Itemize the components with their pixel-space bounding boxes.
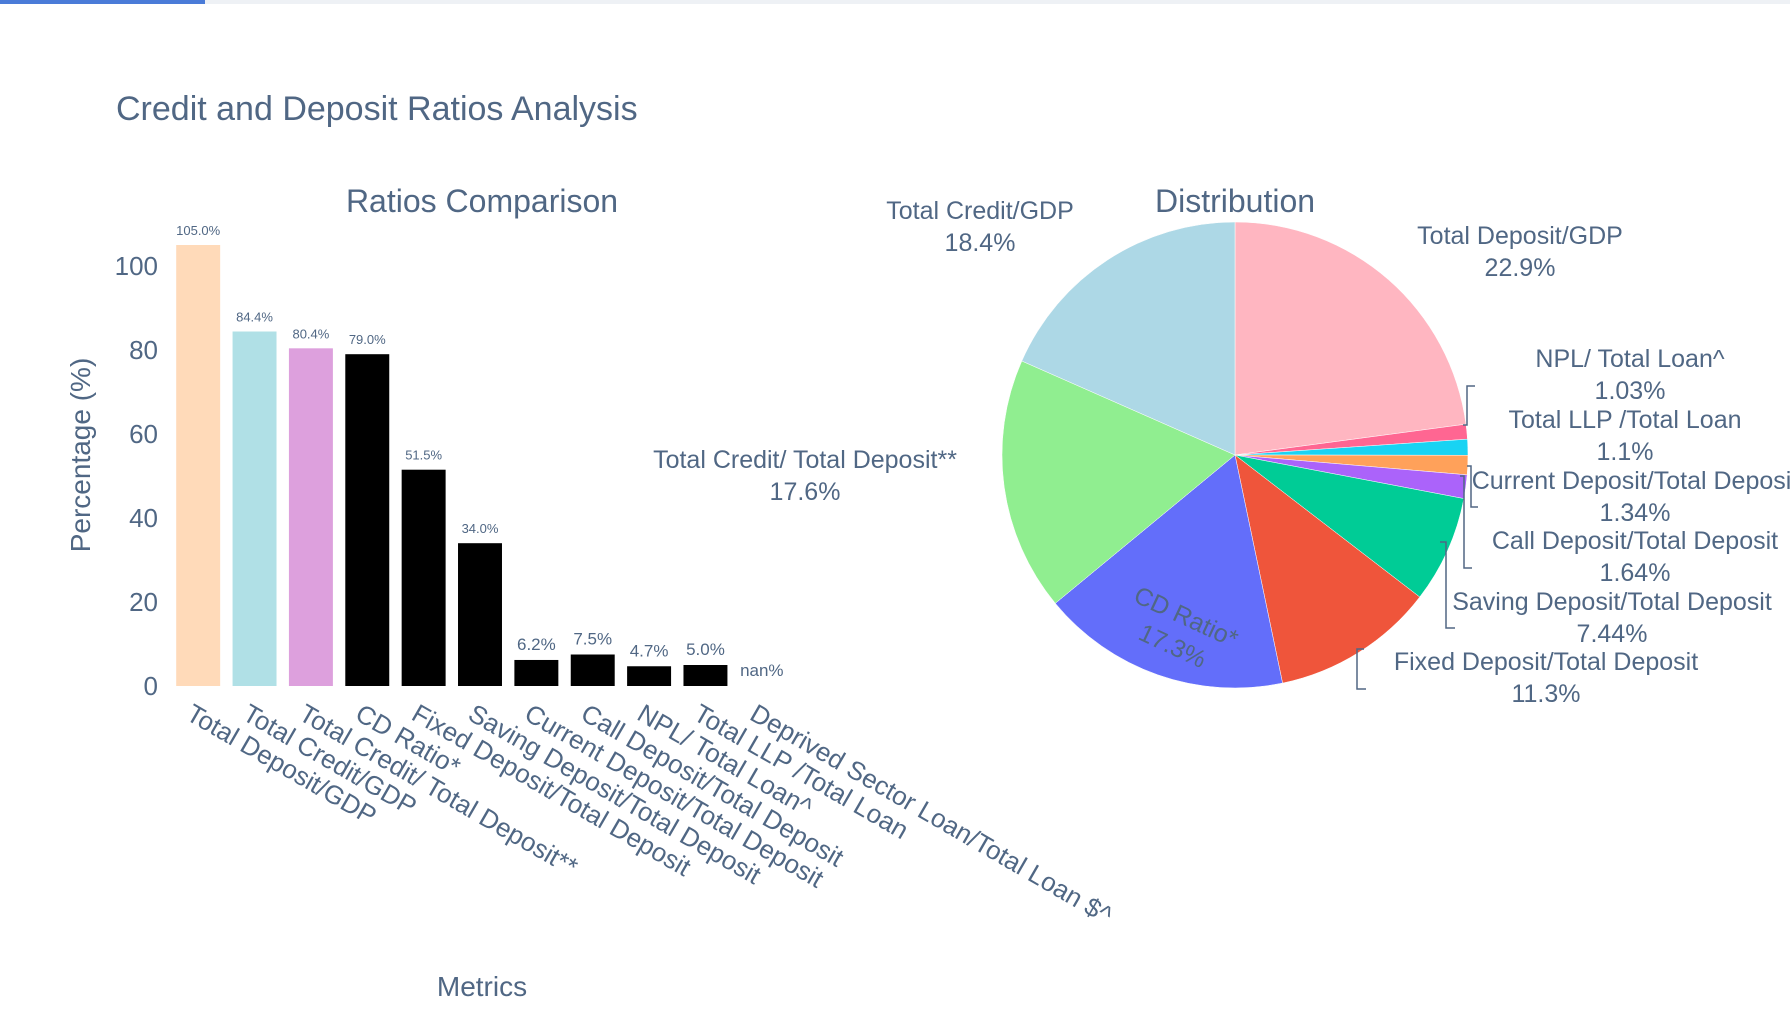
leader-call-deposit-total-deposit (1460, 475, 1472, 569)
bar-label-total-llp-total-loan: 5.0% (686, 640, 725, 659)
slice-value-total-llp-total-loan: 1.1% (1597, 438, 1654, 466)
slice-value-npl-total-loan: 1.03% (1595, 377, 1666, 405)
bar-total-credit-total-deposit (288, 348, 333, 686)
slice-label-total-credit-gdp: Total Credit/GDP (886, 197, 1074, 225)
slice-value-total-credit-gdp: 18.4% (945, 229, 1016, 257)
slice-label-group-saving-deposit-total-deposit: Saving Deposit/Total Deposit 7.44% (1452, 588, 1772, 648)
slice-fixed-deposit-total-deposit (1234, 454, 1421, 684)
slice-label-group-call-deposit-total-deposit: Call Deposit/Total Deposit 1.64% (1492, 527, 1778, 587)
y-tick-80: 80 (129, 335, 158, 365)
active-tab-indicator (0, 0, 205, 4)
slice-value-total-credit-total-deposit: 17.6% (770, 478, 841, 506)
slice-label-group-total-credit-total-deposit: Total Credit/ Total Deposit** 17.6% (653, 446, 957, 506)
bar-label-fixed-deposit-total-deposit: 51.5% (405, 448, 442, 463)
slice-label-call-deposit-total-deposit: Call Deposit/Total Deposit (1492, 527, 1778, 555)
bar-npl-total-loan (627, 666, 672, 686)
bar-total-deposit-gdp (176, 245, 221, 686)
bar-total-credit-gdp (232, 331, 277, 686)
bar-label-cd-ratio: 79.0% (349, 332, 386, 347)
bar-fixed-deposit-total-deposit (401, 469, 446, 686)
slice-value-total-deposit-gdp: 22.9% (1485, 254, 1556, 282)
bar-label-call-deposit-total-deposit: 7.5% (573, 630, 612, 649)
bar-label-npl-total-loan: 4.7% (630, 641, 669, 660)
slice-value-fixed-deposit-total-deposit: 11.3% (1511, 680, 1580, 708)
pie-chart-title: Distribution (1155, 183, 1315, 219)
pie-slices (1001, 221, 1469, 689)
y-tick-60: 60 (129, 419, 158, 449)
leader-current-deposit-total-deposit (1467, 465, 1478, 508)
slice-total-credit-total-deposit (1001, 360, 1236, 604)
top-tab-strip (0, 0, 1790, 4)
slice-label-group-current-deposit-total-deposit: Current Deposit/Total Deposit 1.34% (1472, 467, 1790, 527)
slice-label-fixed-deposit-total-deposit: Fixed Deposit/Total Deposit (1394, 648, 1698, 676)
x-axis-label: Metrics (437, 971, 527, 1002)
slice-label-group-total-llp-total-loan: Total LLP /Total Loan 1.1% (1508, 406, 1741, 466)
slice-value-current-deposit-total-deposit: 1.34% (1600, 499, 1671, 527)
slice-value-saving-deposit-total-deposit: 7.44% (1577, 620, 1648, 648)
slice-label-saving-deposit-total-deposit: Saving Deposit/Total Deposit (1452, 588, 1772, 616)
y-tick-0: 0 (144, 671, 158, 701)
slice-total-deposit-gdp (1234, 221, 1467, 456)
y-axis-ticks: 0 20 40 60 80 100 (115, 251, 158, 701)
slice-label-total-credit-total-deposit: Total Credit/ Total Deposit** (653, 446, 957, 474)
pie-leader-lines (1356, 385, 1478, 690)
figure-title: Credit and Deposit Ratios Analysis (116, 90, 638, 128)
slice-label-group-total-credit-gdp: Total Credit/GDP 18.4% (886, 197, 1074, 257)
y-tick-20: 20 (129, 587, 158, 617)
bar-label-total-credit-gdp: 84.4% (236, 310, 273, 325)
y-tick-40: 40 (129, 503, 158, 533)
bar-label-total-deposit-gdp: 105.0% (176, 223, 221, 238)
slice-label-group-fixed-deposit-total-deposit: Fixed Deposit/Total Deposit 11.3% (1394, 648, 1698, 708)
slice-total-credit-gdp (1021, 221, 1236, 456)
bar-label-saving-deposit-total-deposit: 34.0% (462, 521, 499, 536)
slice-label-npl-total-loan: NPL/ Total Loan^ (1535, 345, 1724, 373)
bar-label-total-credit-total-deposit: 80.4% (292, 326, 329, 341)
pie-chart: Distribution Total Deposit/GDP 22.9% NPL/ … (653, 183, 1790, 708)
bar-cd-ratio (345, 354, 390, 686)
bar-saving-deposit-total-deposit (458, 543, 502, 686)
slice-label-total-deposit-gdp: Total Deposit/GDP (1417, 222, 1623, 250)
leader-fixed-deposit-total-deposit (1356, 648, 1366, 690)
bar-chart-title: Ratios Comparison (346, 183, 618, 219)
bar-value-labels: 105.0% 84.4% 80.4% 79.0% 51.5% 34.0% 6.2% 7.5% 4… (176, 223, 783, 680)
bar-label-current-deposit-total-deposit: 6.2% (517, 635, 556, 654)
bar-total-llp-total-loan (683, 665, 728, 686)
bar-label-deprived-sector-loan-total-loan: nan% (740, 661, 783, 680)
slice-label-group-total-deposit-gdp: Total Deposit/GDP 22.9% (1417, 222, 1623, 282)
slice-label-total-llp-total-loan: Total LLP /Total Loan (1508, 406, 1741, 434)
bar-call-deposit-total-deposit (570, 654, 615, 686)
bar-current-deposit-total-deposit (514, 659, 559, 686)
slice-cd-ratio (1054, 454, 1283, 689)
y-axis-label: Percentage (%) (65, 358, 96, 553)
slice-value-call-deposit-total-deposit: 1.64% (1600, 559, 1671, 587)
bars (176, 245, 728, 686)
slice-label-group-npl-total-loan: NPL/ Total Loan^ 1.03% (1535, 345, 1724, 405)
leader-npl-total-loan (1463, 385, 1475, 426)
bar-chart: Ratios Comparison Percentage (%) Metrics… (65, 183, 1118, 1002)
leader-saving-deposit-total-deposit (1440, 541, 1455, 629)
slice-label-current-deposit-total-deposit: Current Deposit/Total Deposit (1472, 467, 1790, 495)
y-tick-100: 100 (115, 251, 158, 281)
